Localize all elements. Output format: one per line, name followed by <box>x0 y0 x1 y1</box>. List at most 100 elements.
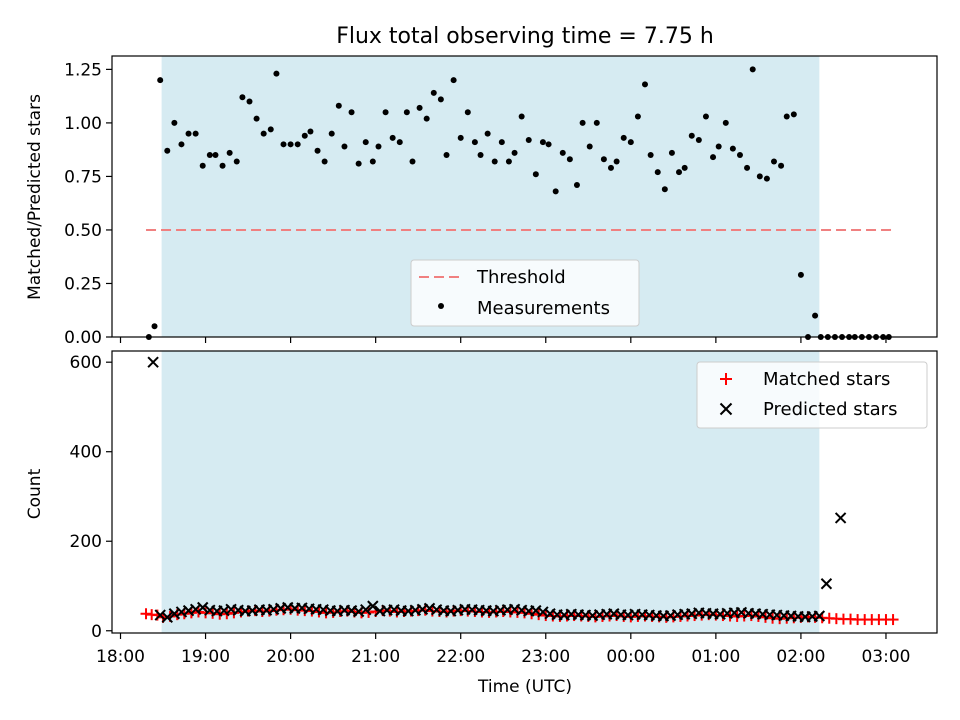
measurement-point <box>382 109 389 116</box>
legend-plus-marker <box>720 373 732 385</box>
predicted-star-point <box>154 609 166 621</box>
y-tick-label: 0.50 <box>64 221 102 241</box>
measurement-point <box>681 164 688 171</box>
predicted-star-point <box>367 600 379 612</box>
measurement-point <box>676 169 683 176</box>
measurement-point <box>797 271 804 278</box>
measurement-point <box>477 152 484 159</box>
x-tick-label: 02:00 <box>776 647 825 667</box>
measurement-point <box>471 139 478 146</box>
measurement-point <box>545 141 552 148</box>
measurement-point <box>403 109 410 116</box>
measurement-point <box>267 126 274 133</box>
predicted-stars-points <box>147 356 847 624</box>
measurement-point <box>756 173 763 180</box>
y-tick-label: 1.00 <box>64 114 102 134</box>
measurement-point <box>355 160 362 167</box>
x-tick-label: 00:00 <box>606 647 655 667</box>
measurement-point <box>164 147 171 154</box>
measurement-point <box>593 119 600 126</box>
legend-measurements-swatch <box>438 303 444 309</box>
measurement-point <box>715 143 722 150</box>
measurement-point <box>348 109 355 116</box>
x-tick-label: 21:00 <box>351 647 400 667</box>
measurement-point <box>260 130 267 137</box>
measurement-point <box>770 158 777 165</box>
matched-star-point <box>887 614 899 626</box>
x-tick-label: 22:00 <box>436 647 485 667</box>
y-tick-label: 0.75 <box>64 167 102 187</box>
legend-matched-label: Matched stars <box>763 369 890 390</box>
measurement-point <box>484 130 491 137</box>
measurement-point <box>335 102 342 109</box>
measurement-point <box>627 139 634 146</box>
measurement-point <box>749 66 756 73</box>
count-legend: Matched stars Predicted stars <box>696 361 928 429</box>
x-tick-label: 01:00 <box>691 647 740 667</box>
measurement-point <box>423 115 430 122</box>
measurement-point <box>450 77 457 84</box>
measurement-point <box>239 94 246 101</box>
measurement-point <box>661 186 668 193</box>
measurement-point <box>634 113 641 120</box>
x-tick-label: 03:00 <box>861 647 910 667</box>
measurement-point <box>559 149 566 156</box>
predicted-star-point <box>147 356 159 368</box>
measurement-point <box>219 162 226 169</box>
measurement-point <box>253 115 260 122</box>
legend-matched-swatch <box>720 373 732 385</box>
predicted-star-point <box>820 578 833 590</box>
measurement-point <box>185 130 192 137</box>
legend-measurements-label: Measurements <box>477 298 610 319</box>
measurement-point <box>464 109 471 116</box>
measurement-point <box>246 98 253 105</box>
measurement-point <box>321 158 328 165</box>
x-tick-label: 23:00 <box>521 647 570 667</box>
predicted-star-point <box>197 601 209 614</box>
measurement-point <box>812 312 819 319</box>
measurement-point <box>498 139 505 146</box>
measurement-point <box>722 119 729 126</box>
measurement-point <box>437 96 444 103</box>
measurement-point <box>641 81 648 88</box>
y-tick-label: 200 <box>70 532 102 552</box>
measurement-point <box>157 77 164 84</box>
measurement-point <box>362 139 369 146</box>
measurement-point <box>607 164 614 171</box>
x-tick-label: 20:00 <box>266 647 315 667</box>
predicted-star-point <box>161 611 173 624</box>
counts-panel: 0 200 400 600 18:00 19:00 20:00 21:00 22:00 23:0… <box>25 350 938 697</box>
measurement-point <box>341 143 348 150</box>
ratio-y-ticks: 0.00 0.25 0.50 0.75 1.00 1.25 <box>64 60 112 348</box>
time-x-ticks: 18:00 19:00 20:00 21:00 22:00 23:00 00:00 01:00… <box>96 633 910 667</box>
legend-predicted-swatch <box>719 402 733 416</box>
predicted-star-point <box>834 512 847 524</box>
measurement-point <box>600 156 607 163</box>
chart-title: Flux total observing time = 7.75 h <box>336 24 714 49</box>
measurement-point <box>375 143 382 150</box>
predicted-star-point <box>813 610 826 622</box>
measurement-point <box>212 152 219 159</box>
measurement-point <box>328 130 335 137</box>
measurement-point <box>301 132 308 139</box>
measurement-point <box>586 143 593 150</box>
measurement-point <box>783 113 790 120</box>
ratio-axes-frame <box>111 55 938 338</box>
measurement-point <box>457 134 464 141</box>
measurement-point <box>695 137 702 144</box>
measurement-point <box>151 323 158 330</box>
measurement-point <box>171 119 178 126</box>
ratio-legend-box <box>410 259 640 327</box>
measurement-point <box>647 152 654 159</box>
count-y-axis-label: Count <box>25 468 45 519</box>
y-tick-label: 0 <box>91 622 102 642</box>
measurement-point <box>763 175 770 182</box>
measurement-point <box>744 164 751 171</box>
measurement-point <box>389 134 396 141</box>
measurement-point <box>369 158 376 165</box>
measurement-point <box>729 145 736 152</box>
measurement-point <box>710 154 717 161</box>
y-tick-label: 0.25 <box>64 274 102 294</box>
measurement-points <box>145 66 892 340</box>
ratio-legend: Threshold Measurements <box>410 259 640 327</box>
